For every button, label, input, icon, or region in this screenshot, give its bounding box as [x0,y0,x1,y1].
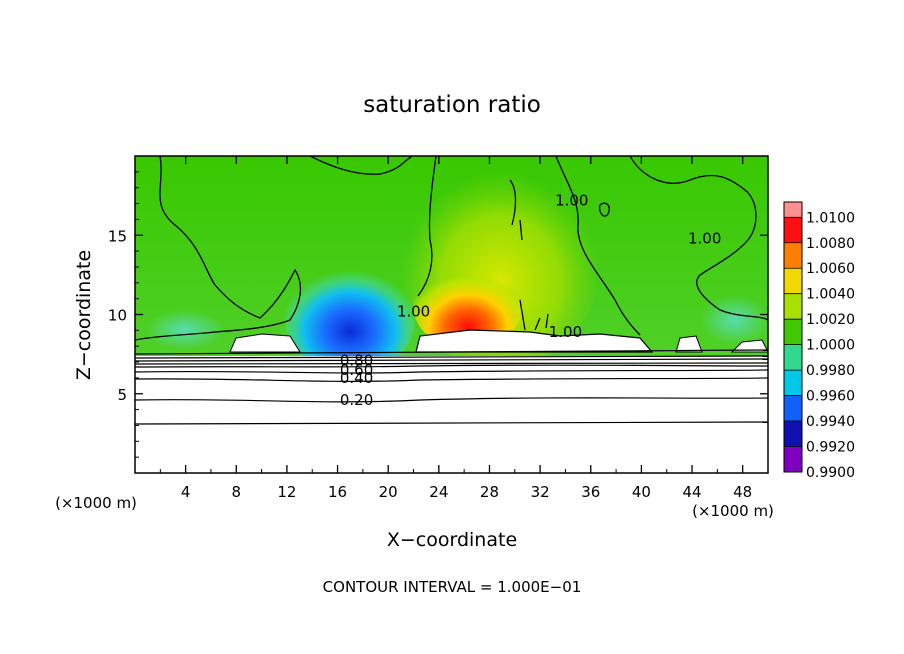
colorbar-swatch [784,421,802,447]
contour-label: 0.60 [340,361,373,379]
contour-label: 1.00 [397,302,430,320]
colorbar-label: 0.9920 [806,440,855,456]
colorbar-label: 0.9940 [806,414,855,430]
contour-lines-upper [135,156,768,341]
subsaturated-region [285,265,415,375]
cloud-base-patch [675,335,703,353]
colorbar-swatch [784,395,802,422]
colorbar-swatch [784,217,802,243]
colorbar-label: 0.9960 [806,389,855,405]
x-tick-label: 20 [379,483,398,501]
colorbar-swatch [784,344,802,371]
contour-labels: 0.20 0.400.600.80 1.00 1.00 1.00 1.00 [340,191,722,409]
contour-label: 1.00 [555,191,588,209]
x-tick-label: 8 [232,483,242,501]
x-tick-label: 32 [531,483,550,501]
colorbar-label: 1.0000 [806,338,855,354]
colorbar-label: 1.0040 [806,287,855,303]
colorbar-swatch [784,293,802,320]
x-tick-label: 16 [328,483,347,501]
colorbar: 0.9900 0.9920 0.9940 0.9960 0.9980 1.0000 1.00… [783,201,855,481]
colorbar-label: 0.9980 [806,363,855,379]
contour-interval-note: CONTOUR INTERVAL = 1.000E−01 [323,578,582,596]
colorbar-label: 0.9900 [806,465,855,481]
cloud-base-patch [229,333,301,353]
colorbar-label: 1.0100 [806,210,855,226]
x-tick-label: 4 [181,483,191,501]
cloud-base-patch [730,339,768,353]
moist-patch [145,310,225,350]
contour-label: 0.40 [340,369,373,387]
y-tick-label: 15 [108,227,127,245]
y-tick-label: 5 [117,386,127,404]
x-tick-label: 28 [480,483,499,501]
plot-area [135,156,768,473]
colorbar-swatch [784,319,802,345]
contour-label: 1.00 [688,229,721,247]
contour-label: 0.80 [340,351,373,369]
x-tick-label: 24 [429,483,448,501]
y-axis-label: Z−coordinate [73,250,95,380]
colorbar-swatch [784,268,802,294]
x-unit-left: (×1000 m) [55,494,137,512]
colorbar-label: 1.0020 [806,312,855,328]
x-unit-right: (×1000 m) [692,502,774,520]
x-axis-label: X−coordinate [387,529,517,551]
colorbar-swatch [784,370,802,396]
dry-layer [135,356,768,473]
x-tick-label: 48 [733,483,752,501]
colorbar-swatch [784,446,802,472]
colorbar-label: 1.0080 [806,236,855,252]
colorbar-swatch [784,202,802,218]
colorbar-swatch [784,242,802,269]
contour-label: 1.00 [549,323,582,341]
x-tick-label: 36 [581,483,600,501]
x-axis: 4 8 12 16 20 24 28 32 36 40 44 48 [159,156,752,501]
x-tick-label: 12 [277,483,296,501]
cloud-base-patch [415,329,654,353]
contour-label: 0.20 [340,391,373,409]
supersaturated-core [413,260,523,350]
y-tick-label: 10 [108,307,127,325]
x-tick-label: 40 [632,483,651,501]
x-tick-label: 44 [682,483,701,501]
y-axis: 5 10 15 [108,171,768,458]
chart-title: saturation ratio [363,92,541,118]
colorbar-label: 1.0060 [806,261,855,277]
